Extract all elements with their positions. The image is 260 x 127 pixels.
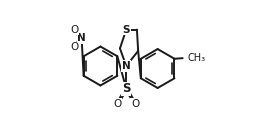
Text: N: N [77,33,86,43]
Text: N: N [122,61,131,71]
Text: O: O [131,99,139,109]
Text: O: O [70,25,78,35]
Text: S: S [122,82,131,95]
Text: S: S [122,25,130,35]
Text: O: O [113,99,122,109]
Text: CH₃: CH₃ [187,53,205,63]
Text: O: O [70,42,78,52]
